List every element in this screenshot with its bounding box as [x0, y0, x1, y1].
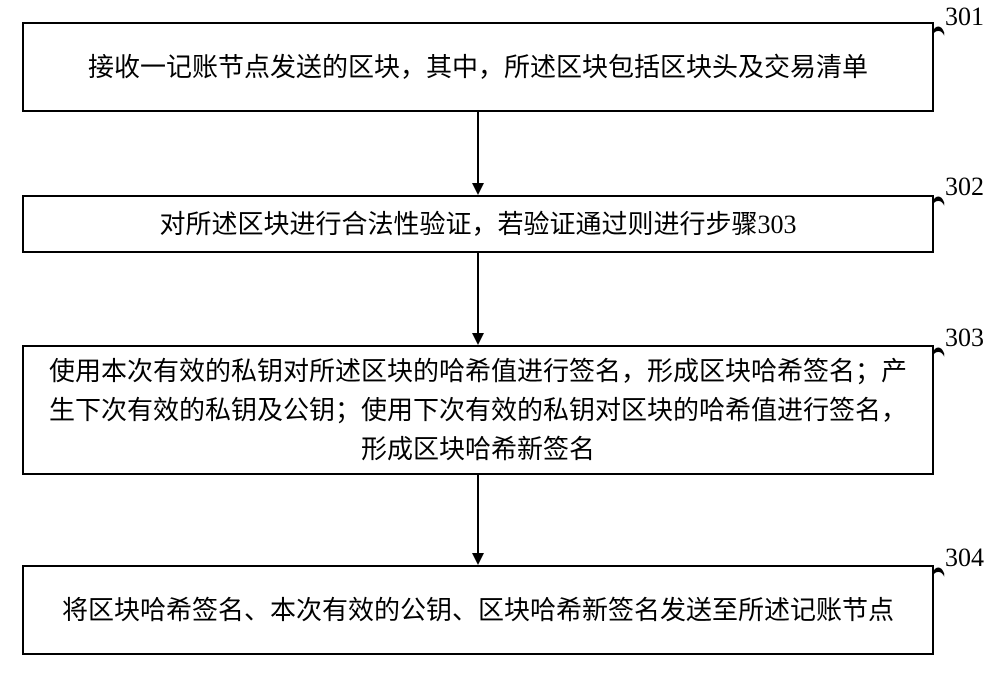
step-label-303: 303	[945, 323, 984, 353]
step-text: 将区块哈希签名、本次有效的公钥、区块哈希新签名发送至所述记账节点	[62, 591, 894, 630]
brace-301: ⌢	[931, 0, 945, 60]
brace-303: ⌢	[931, 316, 945, 381]
brace-304: ⌢	[931, 536, 945, 601]
step-text: 接收一记账节点发送的区块，其中，所述区块包括区块头及交易清单	[88, 48, 868, 87]
step-box-301: 接收一记账节点发送的区块，其中，所述区块包括区块头及交易清单	[22, 22, 934, 112]
step-text: 使用本次有效的私钥对所述区块的哈希值进行签名，形成区块哈希签名；产生下次有效的私…	[44, 352, 912, 469]
step-label-304: 304	[945, 543, 984, 573]
step-label-301: 301	[945, 2, 984, 32]
step-box-303: 使用本次有效的私钥对所述区块的哈希值进行签名，形成区块哈希签名；产生下次有效的私…	[22, 345, 934, 475]
step-text: 对所述区块进行合法性验证，若验证通过则进行步骤303	[159, 205, 796, 244]
flowchart-canvas: 接收一记账节点发送的区块，其中，所述区块包括区块头及交易清单 ⌢ 301 对所述…	[0, 0, 1000, 691]
brace-302: ⌢	[931, 165, 945, 230]
step-label-302: 302	[945, 172, 984, 202]
step-box-304: 将区块哈希签名、本次有效的公钥、区块哈希新签名发送至所述记账节点	[22, 565, 934, 655]
step-box-302: 对所述区块进行合法性验证，若验证通过则进行步骤303	[22, 195, 934, 253]
